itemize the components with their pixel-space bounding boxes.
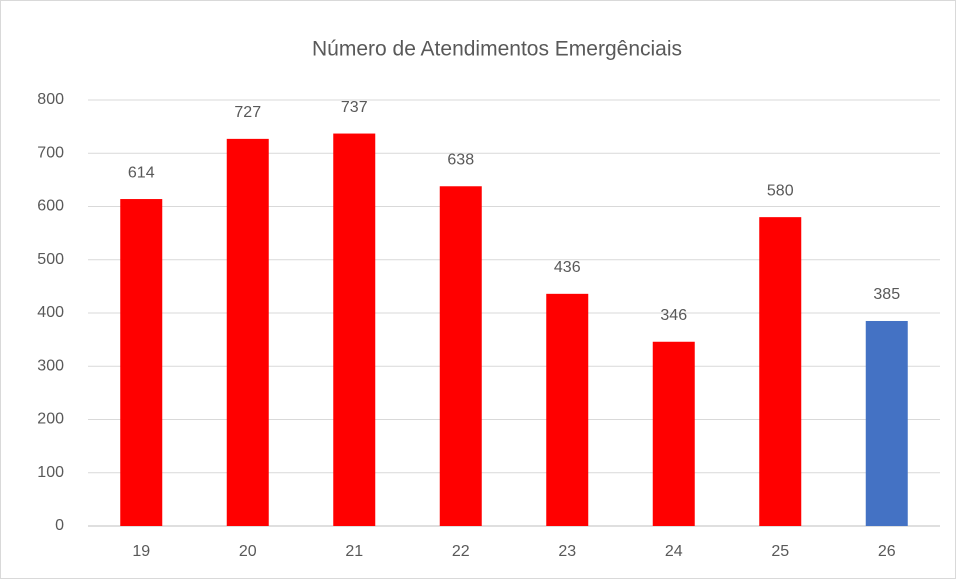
y-tick-label: 800 <box>37 91 64 108</box>
bar <box>759 217 802 526</box>
chart-title: Número de Atendimentos Emergênciais <box>312 38 682 61</box>
data-label: 346 <box>660 307 687 324</box>
data-label: 638 <box>447 151 474 168</box>
data-label: 614 <box>128 164 155 181</box>
y-tick-label: 300 <box>37 357 64 374</box>
x-tick-label: 24 <box>665 543 683 560</box>
x-tick-label: 20 <box>239 543 257 560</box>
x-tick-label: 21 <box>345 543 363 560</box>
x-tick-label: 22 <box>452 543 470 560</box>
x-tick-label: 26 <box>878 543 896 560</box>
y-tick-label: 100 <box>37 464 64 481</box>
y-tick-label: 500 <box>37 251 64 268</box>
bar <box>439 186 482 526</box>
bar <box>865 320 908 526</box>
bar <box>226 138 269 526</box>
bar <box>120 199 163 527</box>
y-tick-label: 700 <box>37 144 64 161</box>
data-label: 385 <box>873 286 900 303</box>
bar <box>333 133 376 527</box>
data-label: 580 <box>767 182 794 199</box>
x-tick-label: 19 <box>132 543 150 560</box>
x-tick-label: 23 <box>558 543 576 560</box>
y-tick-label: 200 <box>37 411 64 428</box>
y-tick-label: 0 <box>55 517 64 534</box>
bar <box>652 341 695 526</box>
data-label: 737 <box>341 99 368 116</box>
data-label: 727 <box>234 104 261 121</box>
bar <box>546 293 589 526</box>
x-tick-label: 25 <box>771 543 789 560</box>
y-tick-label: 600 <box>37 198 64 215</box>
data-label: 436 <box>554 259 581 276</box>
y-tick-label: 400 <box>37 304 64 321</box>
